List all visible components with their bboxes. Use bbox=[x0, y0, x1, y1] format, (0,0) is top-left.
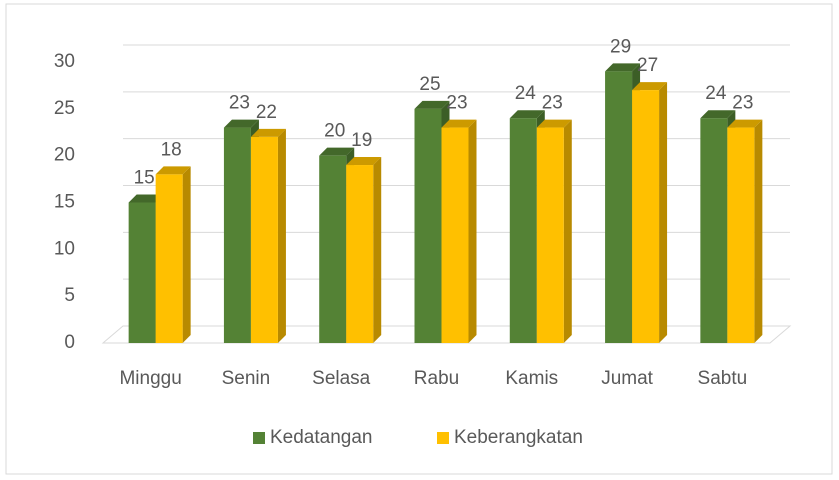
bar-top bbox=[700, 110, 736, 119]
data-label: 25 bbox=[419, 74, 440, 95]
y-tick-label: 5 bbox=[64, 285, 75, 306]
y-tick-label: 0 bbox=[64, 332, 75, 353]
data-label: 24 bbox=[515, 83, 537, 104]
legend-swatch bbox=[253, 432, 265, 444]
bar bbox=[250, 136, 278, 343]
y-tick-label: 20 bbox=[54, 145, 75, 166]
bar bbox=[727, 127, 755, 343]
legend-label: Keberangkatan bbox=[454, 427, 583, 448]
data-label: 18 bbox=[161, 139, 182, 160]
bar-side bbox=[563, 119, 572, 343]
bar-side bbox=[277, 128, 286, 343]
bar bbox=[223, 127, 251, 343]
x-tick-label: Jumat bbox=[601, 368, 653, 389]
data-label: 19 bbox=[351, 130, 372, 151]
y-tick-label: 30 bbox=[54, 51, 75, 72]
bar-top bbox=[605, 63, 641, 72]
data-label: 29 bbox=[610, 36, 631, 57]
bar bbox=[632, 90, 660, 343]
bar-top bbox=[128, 194, 164, 203]
x-tick-label: Selasa bbox=[312, 368, 371, 389]
bar-side bbox=[182, 166, 191, 343]
x-tick-label: Senin bbox=[222, 368, 271, 389]
bar bbox=[605, 71, 633, 343]
bar bbox=[700, 118, 728, 343]
bar-side bbox=[659, 82, 668, 343]
data-label: 27 bbox=[637, 55, 658, 76]
bar bbox=[346, 165, 374, 343]
bar-side bbox=[373, 157, 382, 343]
data-label: 22 bbox=[256, 102, 277, 123]
bar-top bbox=[441, 119, 477, 128]
bar bbox=[155, 174, 183, 343]
x-tick-label: Minggu bbox=[119, 368, 181, 389]
y-tick-label: 10 bbox=[54, 238, 75, 259]
x-tick-label: Rabu bbox=[414, 368, 459, 389]
bar-side bbox=[754, 119, 763, 343]
data-label: 23 bbox=[229, 93, 250, 114]
bar-top bbox=[250, 128, 286, 137]
bar-top bbox=[632, 82, 668, 91]
x-tick-label: Sabtu bbox=[698, 368, 748, 389]
bar-top bbox=[346, 157, 382, 166]
data-label: 15 bbox=[134, 168, 155, 189]
bar bbox=[414, 108, 442, 343]
data-label: 23 bbox=[732, 93, 753, 114]
legend-label: Kedatangan bbox=[270, 427, 373, 448]
bar bbox=[128, 202, 156, 343]
bar-top bbox=[727, 119, 763, 128]
data-label: 20 bbox=[324, 121, 345, 142]
bar-top bbox=[223, 119, 259, 128]
bar-side bbox=[468, 119, 477, 343]
legend-swatch bbox=[437, 432, 449, 444]
bar bbox=[509, 118, 537, 343]
bar-top bbox=[155, 166, 191, 175]
bar-top bbox=[319, 147, 355, 156]
bar-top bbox=[536, 119, 572, 128]
data-label: 23 bbox=[446, 93, 467, 114]
bar bbox=[536, 127, 564, 343]
bar-top bbox=[414, 100, 450, 109]
data-label: 23 bbox=[542, 93, 563, 114]
bar-top bbox=[509, 110, 545, 119]
x-tick-label: Kamis bbox=[505, 368, 558, 389]
data-label: 24 bbox=[705, 83, 727, 104]
bar bbox=[319, 155, 347, 343]
y-tick-label: 15 bbox=[54, 192, 75, 213]
y-tick-label: 25 bbox=[54, 98, 75, 119]
bar bbox=[441, 127, 469, 343]
